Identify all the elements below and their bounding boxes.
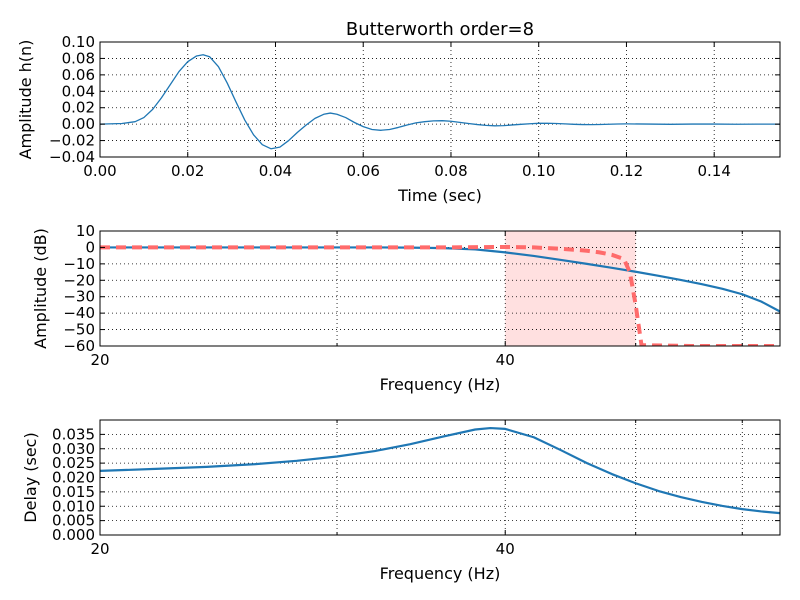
chart-title: Butterworth order=8 — [346, 19, 534, 40]
y-tick-label: 0.10 — [62, 33, 95, 51]
subplot-3: 20 40 0.0000.0050.0100.0150.0200.0250.0300… — [21, 419, 781, 583]
x-tick-label: 40 — [496, 540, 515, 558]
y-axis-label: Delay (sec) — [21, 432, 40, 522]
x-tick-label: 40 — [496, 351, 515, 369]
subplot-1: 0.00 0.02 0.04 0.06 0.08 0.10 0.12 0.14−0.04−0.… — [16, 33, 781, 205]
x-tick-label: 20 — [90, 351, 109, 369]
x-tick-label: 0.14 — [697, 162, 730, 180]
y-tick-label: 0.010 — [52, 497, 95, 515]
y-tick-label: −0.04 — [49, 148, 95, 166]
y-tick-label: 0.015 — [52, 483, 95, 501]
y-tick-label: −60 — [63, 337, 95, 355]
x-tick-label: 0.00 — [83, 162, 116, 180]
series-line-2 — [100, 244, 780, 346]
y-tick-label: 0.005 — [52, 512, 95, 530]
y-tick-label: −30 — [63, 288, 95, 306]
x-tick-label: 0.02 — [171, 162, 204, 180]
y-tick-label: 0.06 — [62, 66, 95, 84]
y-tick-label: −40 — [63, 304, 95, 322]
x-tick-label: 0.08 — [434, 162, 467, 180]
y-tick-label: 0.025 — [52, 454, 95, 472]
x-tick-label: 20 — [90, 540, 109, 558]
x-axis-label: Frequency (Hz) — [380, 375, 501, 394]
series-line-1 — [100, 246, 780, 313]
axes-frame — [99, 230, 781, 347]
y-tick-label: 0.035 — [52, 425, 95, 443]
y-tick-label: 0.08 — [62, 49, 95, 67]
y-tick-label: −10 — [63, 255, 95, 273]
y-tick-label: 0 — [85, 238, 95, 256]
y-tick-label: 10 — [76, 222, 95, 240]
y-axis-label: Amplitude (dB) — [31, 228, 50, 349]
y-axis-label: Amplitude h(n) — [16, 40, 35, 160]
y-tick-label: −0.02 — [49, 132, 95, 150]
y-tick-label: 0.030 — [52, 440, 95, 458]
y-tick-label: 0.00 — [62, 115, 95, 133]
y-tick-label: 0.02 — [62, 99, 95, 117]
y-tick-label: 0.04 — [62, 82, 95, 100]
y-tick-label: −20 — [63, 271, 95, 289]
series-line-1 — [100, 426, 780, 515]
x-tick-label: 0.06 — [347, 162, 380, 180]
y-tick-label: −50 — [63, 321, 95, 339]
y-tick-label: 0.000 — [52, 526, 95, 544]
x-axis-label: Time (sec) — [397, 186, 482, 205]
x-axis-label: Frequency (Hz) — [380, 564, 501, 583]
x-tick-label: 0.04 — [259, 162, 292, 180]
axes-frame — [99, 41, 781, 158]
y-tick-label: 0.020 — [52, 469, 95, 487]
x-tick-label: 0.12 — [610, 162, 643, 180]
x-tick-label: 0.10 — [522, 162, 555, 180]
series-line-1 — [100, 54, 780, 150]
